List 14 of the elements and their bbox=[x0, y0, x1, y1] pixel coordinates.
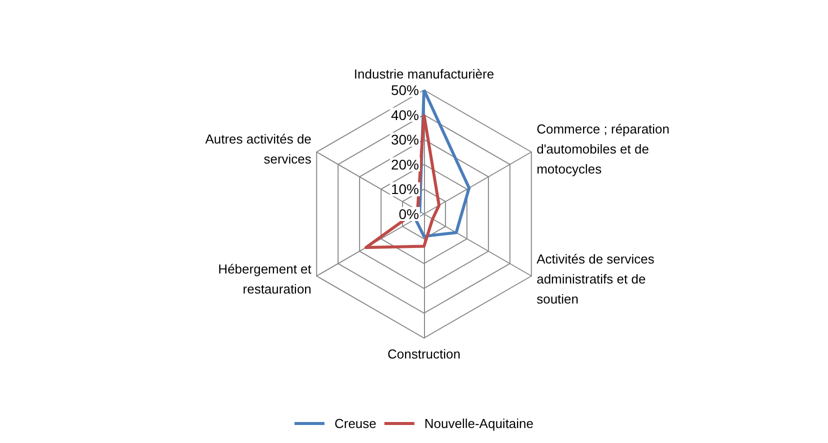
spoke-label: Hébergement et restauration bbox=[218, 262, 312, 296]
y-tick-label: 20% bbox=[390, 156, 419, 172]
y-tick-label: 0% bbox=[398, 206, 419, 222]
legend-label: Nouvelle-Aquitaine bbox=[424, 416, 534, 431]
spoke-label: Industrie manufacturière bbox=[354, 66, 494, 82]
y-tick-label: 50% bbox=[390, 82, 419, 98]
spoke-label: Autres activités de services bbox=[205, 132, 312, 166]
y-tick-label: 10% bbox=[390, 181, 419, 198]
spoke-label: Construction bbox=[388, 346, 460, 362]
spoke-label: Commerce ; réparation d'automobiles et de motocycles bbox=[536, 122, 670, 176]
legend-label: Creuse bbox=[334, 416, 376, 431]
y-tick-label: 30% bbox=[390, 132, 419, 148]
y-tick-label: 40% bbox=[390, 106, 419, 123]
spoke-label: Activités de services administratifs et de soutien bbox=[536, 252, 655, 306]
